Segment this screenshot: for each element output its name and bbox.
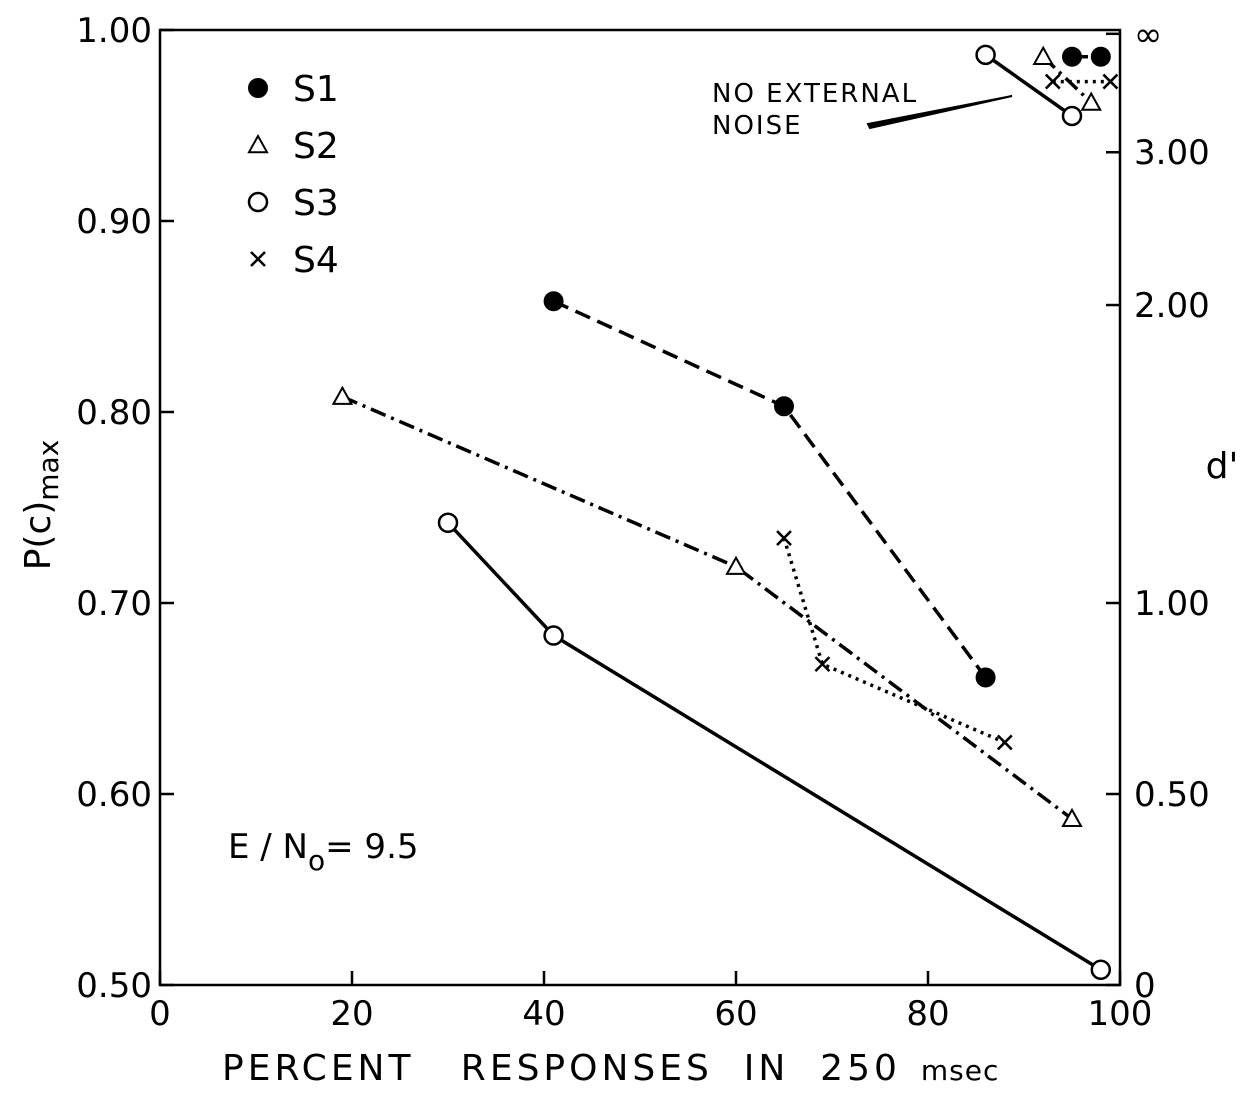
y-axis-title-sub: max <box>32 440 65 501</box>
no-noise-line-s3 <box>984 53 1074 118</box>
y-tick-label: 1.00 <box>76 11 152 51</box>
y2-tick-label: 2.00 <box>1134 286 1210 326</box>
series-point-s4 <box>814 656 831 673</box>
y2-axis-title: d' <box>1206 446 1239 487</box>
series-point-s1 <box>774 396 794 417</box>
y2-tick-label: ∞ <box>1134 15 1162 55</box>
legend-label-s2: S2 <box>293 126 339 167</box>
series-point-s2 <box>725 555 747 575</box>
y-axis-title: P(c)max <box>18 440 65 571</box>
en-ratio-label: E / No= 9.5 <box>228 827 419 877</box>
en-ratio-sub: o <box>308 844 325 877</box>
y-tick-label: 0.90 <box>76 202 152 242</box>
legend-marker-s3 <box>247 191 269 213</box>
x-tick-label: 40 <box>522 994 565 1034</box>
lines-layer <box>341 53 1111 972</box>
series-point-s2 <box>1061 807 1083 828</box>
series-point-s1 <box>543 291 564 312</box>
legend-label-s3: S3 <box>293 183 339 224</box>
series-line-s1 <box>552 299 988 679</box>
legend-label-s4: S4 <box>293 240 339 281</box>
x-axis-title-unit: msec <box>921 1054 999 1087</box>
series-point-s4 <box>996 734 1013 751</box>
y-tick-label: 0.50 <box>76 966 152 1006</box>
no-noise-pointer <box>866 95 1013 130</box>
y-axis-title-main: P(c) <box>18 501 59 571</box>
series-line-s3 <box>446 521 1102 972</box>
markers-layer <box>331 44 1119 980</box>
y2-tick-label: 0 <box>1134 966 1156 1006</box>
no-noise-point-s2 <box>1032 45 1054 65</box>
series-point-s3 <box>543 625 564 646</box>
y2-tick-label: 3.00 <box>1134 133 1210 173</box>
plot-frame <box>158 28 1122 987</box>
series-point-s1 <box>975 667 996 688</box>
no-noise-point-s3 <box>1061 105 1083 127</box>
legend: S1 S2 S3 S4 <box>247 69 339 281</box>
x-tick-label: 80 <box>906 994 949 1034</box>
series-line-s4 <box>782 537 1006 745</box>
y-tick-label: 0.70 <box>76 584 152 624</box>
x-axis-title-main: PERCENT RESPONSES IN 250 <box>222 1048 901 1089</box>
en-ratio-value: = 9.5 <box>325 827 418 867</box>
series-point-s2 <box>331 385 354 405</box>
no-noise-point-s1 <box>1062 46 1082 67</box>
no-noise-point-s4 <box>1044 73 1061 90</box>
no-noise-point-s4 <box>1102 73 1119 90</box>
series-line-s2 <box>341 395 1074 821</box>
no-noise-label-line1: NO EXTERNAL <box>712 79 918 109</box>
x-axis-title: PERCENT RESPONSES IN 250 msec <box>222 1048 999 1089</box>
no-noise-point-s3 <box>975 44 996 66</box>
legend-marker-s1 <box>248 78 268 98</box>
y-tick-label: 0.60 <box>76 775 152 815</box>
x-tick-label: 0 <box>149 994 171 1034</box>
no-noise-point-s2 <box>1080 91 1102 111</box>
legend-marker-s4 <box>250 251 266 267</box>
y2-tick-label: 0.50 <box>1134 775 1210 815</box>
x-tick-label: 100 <box>1088 994 1153 1034</box>
en-ratio-main: E / N <box>228 827 308 867</box>
series-point-s3 <box>1090 959 1112 980</box>
series-point-s3 <box>437 512 459 534</box>
no-noise-point-s1 <box>1090 46 1111 67</box>
legend-marker-s2 <box>247 133 269 154</box>
legend-label-s1: S1 <box>293 69 339 110</box>
no-noise-label-line2: NOISE <box>712 111 803 141</box>
x-tick-label: 20 <box>330 994 373 1034</box>
ticks-layer: 0 20 40 60 80 1000.500.600.700.800.901.0000.5… <box>76 11 1209 1034</box>
y2-tick-label: 1.00 <box>1134 584 1210 624</box>
series-point-s4 <box>776 530 792 546</box>
x-tick-label: 60 <box>714 994 757 1034</box>
y-tick-label: 0.80 <box>76 393 152 433</box>
